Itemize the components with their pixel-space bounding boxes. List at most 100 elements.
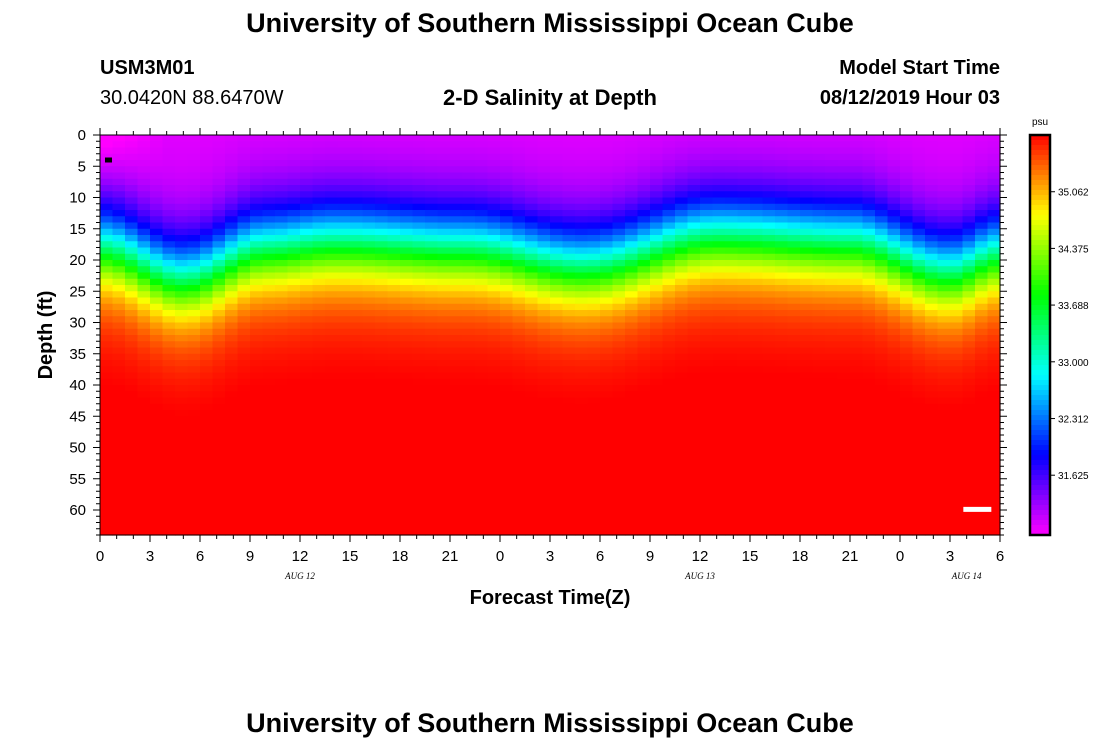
heatmap-cell (425, 172, 439, 180)
heatmap-cell (337, 453, 351, 461)
heatmap-cell (212, 410, 226, 417)
heatmap-cell (662, 485, 676, 492)
heatmap-cell (325, 522, 339, 530)
heatmap-cell (650, 322, 664, 330)
heatmap-cell (450, 278, 464, 286)
heatmap-cell (312, 378, 326, 386)
heatmap-cell (900, 185, 914, 192)
heatmap-cell (887, 310, 901, 317)
heatmap-cell (100, 516, 114, 524)
heatmap-cell (912, 466, 926, 474)
heatmap-cell (675, 478, 689, 486)
heatmap-cell (637, 341, 651, 349)
heatmap-cell (337, 528, 351, 536)
heatmap-cell (387, 491, 401, 499)
heatmap-cell (200, 485, 214, 492)
heatmap-cell (125, 322, 139, 330)
heatmap-cell (275, 466, 289, 474)
heatmap-cell (350, 191, 364, 199)
heatmap-cell (850, 460, 864, 467)
heatmap-cell (300, 522, 314, 530)
heatmap-cell (775, 172, 789, 180)
heatmap-cell (875, 153, 889, 161)
heatmap-cell (712, 291, 726, 299)
heatmap-cell (125, 166, 139, 174)
heatmap-cell (400, 510, 414, 517)
heatmap-cell (925, 435, 939, 442)
heatmap-cell (275, 266, 289, 274)
heatmap-cell (387, 278, 401, 286)
heatmap-cell (787, 135, 801, 142)
heatmap-cell (575, 416, 589, 424)
colorbar-cell (1030, 410, 1050, 416)
heatmap-cell (825, 141, 839, 149)
heatmap-cell (912, 335, 926, 342)
heatmap-cell (225, 172, 239, 180)
heatmap-cell (750, 197, 764, 205)
heatmap-cell (825, 178, 839, 186)
colorbar-tick-label: 33.000 (1058, 358, 1089, 369)
heatmap-cell (475, 528, 489, 536)
heatmap-cell (475, 516, 489, 524)
heatmap-cell (462, 522, 476, 530)
heatmap-cell (112, 297, 126, 305)
heatmap-cell (350, 360, 364, 367)
heatmap-cell (850, 478, 864, 486)
heatmap-cell (212, 191, 226, 199)
heatmap-cell (937, 397, 951, 405)
heatmap-cell (987, 191, 1001, 199)
heatmap-cell (612, 503, 626, 511)
heatmap-cell (812, 316, 826, 324)
heatmap-cell (662, 197, 676, 205)
heatmap-cell (150, 278, 164, 286)
heatmap-cell (137, 410, 151, 417)
heatmap-cell (437, 328, 451, 336)
heatmap-cell (675, 422, 689, 430)
heatmap-cell (350, 347, 364, 355)
heatmap-cell (575, 347, 589, 355)
heatmap-cell (725, 297, 739, 305)
heatmap-cell (475, 522, 489, 530)
heatmap-cell (987, 422, 1001, 430)
heatmap-cell (662, 347, 676, 355)
heatmap-cell (537, 372, 551, 380)
heatmap-cell (287, 466, 301, 474)
heatmap-cell (875, 166, 889, 174)
heatmap-cell (112, 316, 126, 324)
heatmap-cell (450, 222, 464, 230)
heatmap-cell (137, 135, 151, 142)
heatmap-cell (162, 328, 176, 336)
heatmap-cell (962, 403, 976, 411)
heatmap-cell (887, 422, 901, 430)
heatmap-cell (987, 403, 1001, 411)
heatmap-cell (562, 322, 576, 330)
heatmap-cell (575, 272, 589, 280)
heatmap-cell (625, 366, 639, 374)
heatmap-cell (137, 297, 151, 305)
colorbar-cell (1030, 175, 1050, 181)
heatmap-cell (325, 266, 339, 274)
heatmap-cell (325, 497, 339, 505)
heatmap-cell (387, 272, 401, 280)
colorbar-cell (1030, 220, 1050, 226)
heatmap-cell (975, 285, 989, 292)
heatmap-cell (750, 460, 764, 467)
heatmap-cell (925, 178, 939, 186)
heatmap-cell (112, 185, 126, 192)
heatmap-cell (425, 460, 439, 467)
heatmap-cell (912, 347, 926, 355)
heatmap-cell (762, 191, 776, 199)
heatmap-cell (125, 185, 139, 192)
heatmap-cell (187, 235, 201, 242)
heatmap-cell (687, 516, 701, 524)
heatmap-cell (862, 178, 876, 186)
heatmap-cell (362, 416, 376, 424)
heatmap-cell (975, 153, 989, 161)
heatmap-cell (250, 216, 264, 224)
heatmap-cell (300, 310, 314, 317)
heatmap-cell (962, 460, 976, 467)
heatmap-cell (675, 210, 689, 217)
colorbar-cell (1030, 515, 1050, 521)
heatmap-cell (900, 366, 914, 374)
heatmap-cell (487, 247, 501, 255)
